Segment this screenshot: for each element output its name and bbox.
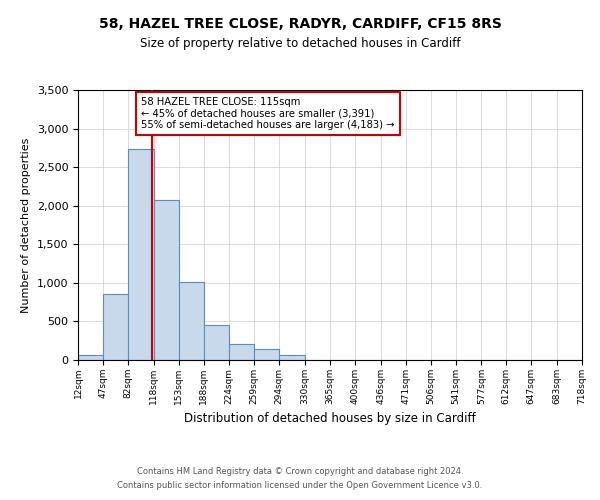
Bar [203,324,229,360]
Bar [154,200,179,360]
Text: 58, HAZEL TREE CLOSE, RADYR, CARDIFF, CF15 8RS: 58, HAZEL TREE CLOSE, RADYR, CARDIFF, CF… [98,18,502,32]
Bar [254,349,280,360]
Bar [128,150,154,360]
Text: Contains HM Land Registry data © Crown copyright and database right 2024.: Contains HM Land Registry data © Crown c… [137,467,463,476]
Bar [179,282,203,360]
Bar [78,356,103,360]
Text: 58 HAZEL TREE CLOSE: 115sqm
← 45% of detached houses are smaller (3,391)
55% of : 58 HAZEL TREE CLOSE: 115sqm ← 45% of det… [141,97,395,130]
Text: Contains public sector information licensed under the Open Government Licence v3: Contains public sector information licen… [118,481,482,490]
Text: Size of property relative to detached houses in Cardiff: Size of property relative to detached ho… [140,38,460,51]
Bar [280,356,305,360]
X-axis label: Distribution of detached houses by size in Cardiff: Distribution of detached houses by size … [184,412,476,426]
Y-axis label: Number of detached properties: Number of detached properties [21,138,31,312]
Bar [103,294,128,360]
Bar [229,344,254,360]
